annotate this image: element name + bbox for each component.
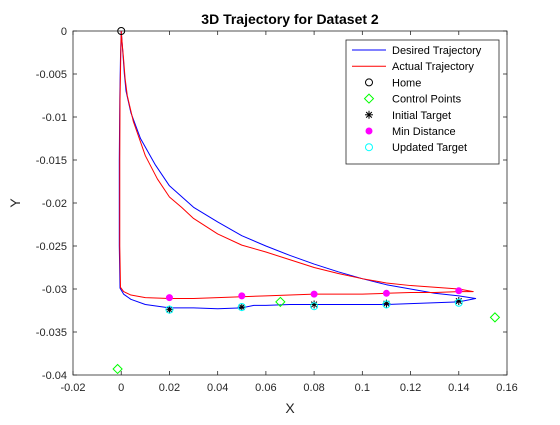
- updated-target-point-shape: [165, 305, 174, 314]
- control-points-point: [489, 312, 501, 323]
- updated-target-point-shape: [237, 303, 246, 312]
- min-distance-point-shape: [382, 289, 390, 297]
- x-tick-label: 0.14: [448, 382, 469, 394]
- x-tick-label: 0.08: [303, 382, 324, 394]
- updated-target-point: [165, 305, 174, 314]
- legend-swatch-updated-target-shape: [365, 143, 373, 152]
- min-distance-point-shape: [165, 294, 173, 302]
- legend-label-initial-target: Initial Target: [392, 110, 451, 122]
- legend-swatch-home-shape: [365, 78, 373, 87]
- min-distance-point-shape: [238, 292, 246, 300]
- control-points-point: [112, 363, 123, 375]
- min-distance-point: [238, 292, 246, 300]
- legend-swatch-min-distance-shape: [365, 127, 373, 135]
- y-tick-label: -0.01: [42, 112, 67, 124]
- initial-target-point-stroke-d2: [166, 306, 173, 313]
- control-points-point: [275, 296, 286, 308]
- min-distance-point: [382, 289, 390, 297]
- updated-target-point-shape: [310, 302, 319, 311]
- updated-target-point-shape: [454, 298, 463, 307]
- control-points-point-shape: [489, 312, 501, 323]
- legend-swatch-control-points-shape: [363, 93, 375, 104]
- y-tick-label: -0.005: [36, 69, 67, 81]
- legend-swatch-initial-target-stroke-d2: [365, 111, 373, 118]
- y-tick-label: -0.035: [36, 327, 67, 339]
- y-axis-label: Y: [7, 198, 23, 208]
- legend-label-control-points: Control Points: [392, 94, 462, 106]
- legend-swatch-initial-target: [365, 110, 373, 119]
- initial-target-point-stroke-d2: [238, 303, 245, 311]
- legend-box: [345, 39, 500, 165]
- x-tick-label: 0: [118, 382, 124, 394]
- min-distance-point: [455, 287, 463, 295]
- x-tick-label: 0.02: [159, 382, 180, 394]
- actual-trajectory-line: [119, 30, 474, 299]
- initial-target-point: [165, 305, 174, 314]
- legend-label-desired-trajectory: Desired Trajectory: [392, 45, 482, 57]
- updated-target-point: [310, 302, 319, 311]
- legend-swatch-updated-target: [365, 143, 373, 152]
- legend-label-min-distance: Min Distance: [392, 126, 456, 138]
- min-distance-point-shape: [455, 287, 463, 295]
- updated-target-point-shape: [382, 300, 391, 309]
- x-axis-label: X: [285, 400, 295, 416]
- legend-swatch-control-points: [363, 93, 375, 104]
- initial-target-point: [237, 303, 246, 312]
- x-tick-label: -0.02: [60, 382, 85, 394]
- control-points-point-shape: [275, 296, 286, 308]
- x-tick-label: 0.12: [400, 382, 421, 394]
- x-tick-label: 0.04: [207, 382, 228, 394]
- initial-target-point-stroke-d2: [310, 301, 318, 308]
- y-tick-label: -0.02: [42, 198, 67, 210]
- control-points-point-shape: [112, 363, 123, 375]
- legend-swatch-home: [365, 78, 373, 87]
- y-tick-label: 0: [61, 26, 67, 38]
- home-point: [117, 27, 126, 35]
- updated-target-point: [454, 298, 463, 307]
- x-tick-label: 0.06: [255, 382, 276, 394]
- x-tick-label: 0.16: [496, 382, 517, 394]
- chart-title: 3D Trajectory for Dataset 2: [201, 11, 379, 27]
- legend-label-home: Home: [392, 77, 421, 89]
- updated-target-point: [382, 300, 391, 309]
- legend-label-actual-trajectory: Actual Trajectory: [392, 61, 474, 73]
- min-distance-point: [165, 294, 173, 302]
- x-tick-label: 0.1: [355, 382, 370, 394]
- min-distance-point: [310, 290, 318, 298]
- y-tick-label: -0.03: [42, 284, 67, 296]
- legend: Desired Trajectory Actual Trajectory Home C…: [345, 39, 500, 165]
- legend-swatch-min-distance: [365, 127, 373, 135]
- y-tick-label: -0.015: [36, 155, 67, 167]
- y-tick-label: -0.04: [42, 370, 67, 382]
- updated-target-point: [237, 303, 246, 312]
- initial-target-point-stroke-d2: [455, 297, 462, 305]
- min-distance-point-shape: [310, 290, 318, 298]
- legend-label-updated-target: Updated Target: [392, 142, 467, 154]
- y-tick-label: -0.025: [36, 241, 67, 253]
- home-point-shape: [117, 27, 126, 35]
